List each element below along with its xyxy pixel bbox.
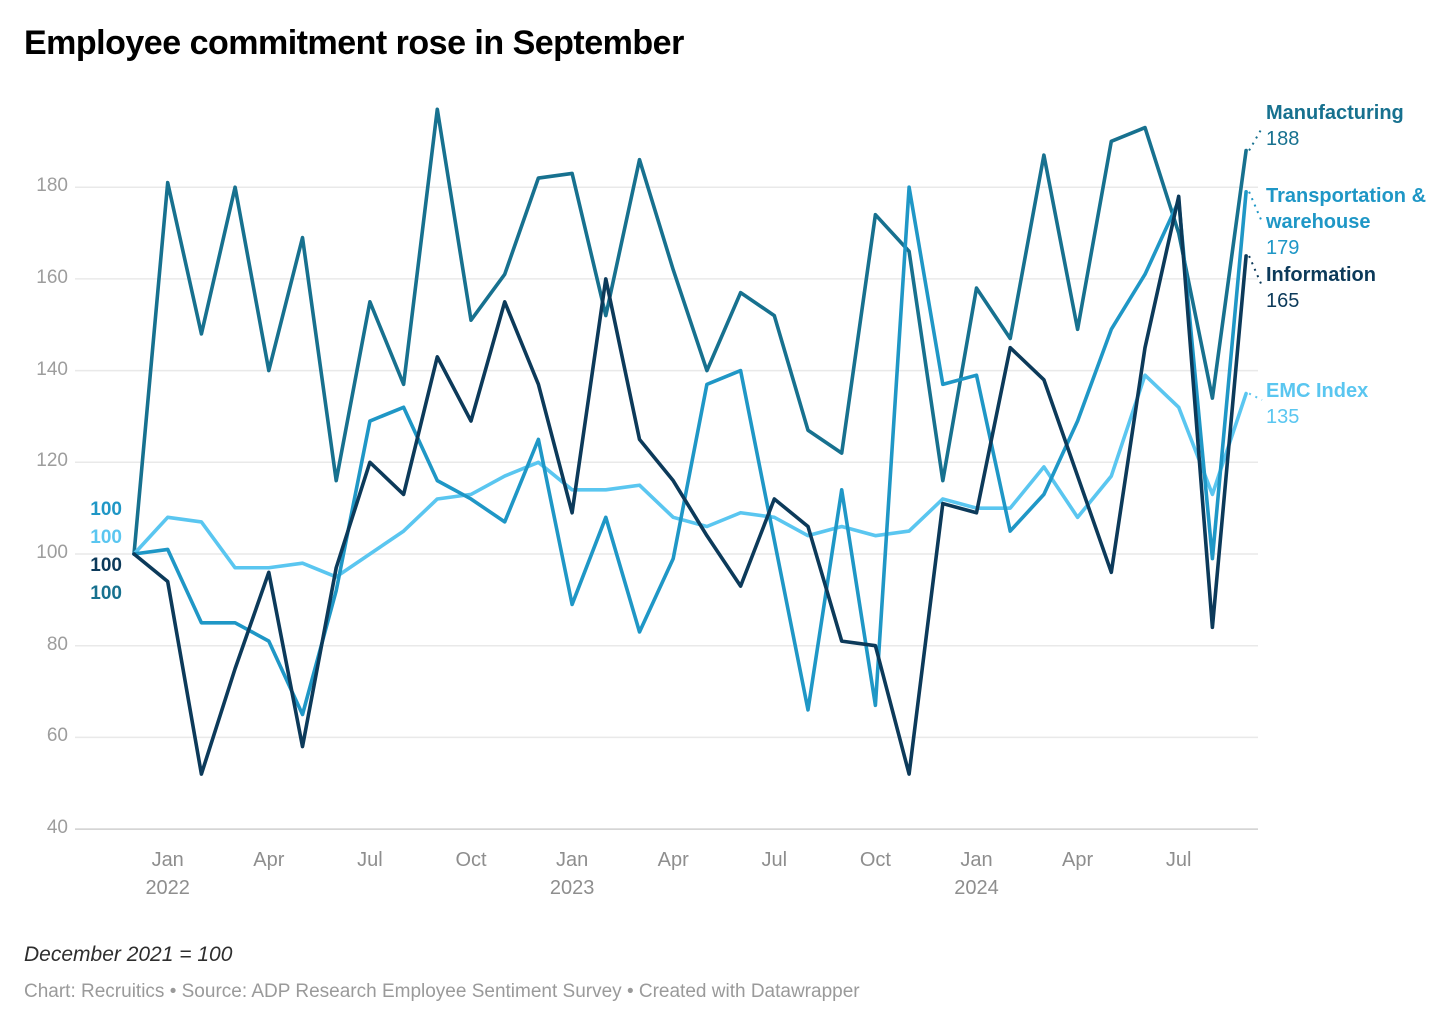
x-axis-label-jan2022: Jan 2022 (123, 846, 213, 902)
y-axis-label-100: 100 (36, 542, 68, 563)
chart-line-transportation-warehouse[interactable] (132, 185, 1248, 717)
series-name: Transportation & warehouse (1266, 185, 1427, 233)
x-axis-label-jul: Jul (729, 846, 819, 874)
series-label-transportation-warehouse: Transportation & warehouse 179 (1266, 183, 1448, 261)
x-axis-label-apr: Apr (1033, 846, 1123, 874)
x-axis-label-jan2023: Jan 2023 (527, 846, 617, 902)
series-end-value: 188 (1266, 128, 1300, 150)
x-axis-label-oct: Oct (830, 846, 920, 874)
chart-byline: Chart: Recruitics • Source: ADP Research… (24, 981, 860, 1002)
x-axis-label-apr: Apr (224, 846, 314, 874)
start-value-label-0: 100 (90, 499, 122, 520)
y-axis-label-140: 140 (36, 358, 68, 380)
y-axis-label-120: 120 (36, 450, 68, 472)
series-name: Manufacturing (1266, 102, 1404, 124)
label-connector-information (1248, 255, 1263, 287)
x-tick-year: 2023 (549, 877, 595, 899)
series-name: EMC Index (1266, 380, 1369, 402)
x-axis-label-jul: Jul (1134, 846, 1224, 874)
start-value-label-2: 100 (90, 555, 122, 576)
chart-line-information[interactable] (132, 194, 1248, 776)
x-tick-month: Jul (357, 849, 383, 871)
y-axis-label-180: 180 (36, 175, 68, 197)
x-tick-month: Jan (151, 849, 184, 871)
label-connector-transportation-warehouse (1248, 191, 1263, 223)
x-tick-month: Jul (761, 849, 788, 871)
series-label-manufacturing: Manufacturing 188 (1266, 100, 1448, 152)
series-label-information: Information 165 (1266, 262, 1448, 314)
series-label-emc-index: EMC Index 135 (1266, 378, 1448, 430)
x-axis-label-oct: Oct (426, 846, 516, 874)
x-tick-year: 2024 (954, 877, 999, 899)
chart-line-emc-index[interactable] (132, 373, 1248, 579)
x-axis-label-jan2024: Jan 2024 (932, 846, 1022, 902)
label-connector-manufacturing (1248, 127, 1263, 152)
x-tick-month: Jan (555, 849, 589, 871)
x-tick-month: Jan (960, 849, 993, 871)
y-axis-label-160: 160 (36, 266, 68, 288)
x-tick-month: Oct (859, 849, 891, 871)
x-tick-month: Apr (657, 849, 689, 871)
chart-title: Employee commitment rose in September (24, 24, 684, 62)
y-axis-label-60: 60 (46, 725, 68, 747)
series-end-value: 179 (1266, 237, 1300, 259)
series-end-value: 165 (1266, 290, 1300, 312)
x-tick-month: Oct (455, 849, 487, 871)
y-axis-label-80: 80 (46, 633, 68, 655)
label-connector-emc-index (1248, 392, 1263, 401)
x-axis-label-apr: Apr (628, 846, 718, 874)
series-end-value: 135 (1266, 406, 1300, 428)
start-value-label-1: 100 (90, 527, 122, 548)
x-tick-month: Apr (1062, 849, 1094, 871)
x-tick-year: 2022 (145, 877, 190, 899)
series-name: Information (1266, 264, 1376, 286)
chart-note: December 2021 = 100 (24, 943, 233, 966)
y-axis-label-40: 40 (46, 817, 68, 839)
x-axis-label-jul: Jul (325, 846, 415, 874)
start-value-label-3: 100 (90, 583, 122, 604)
chart-line-manufacturing[interactable] (132, 107, 1248, 556)
x-tick-month: Apr (253, 849, 285, 871)
x-tick-month: Jul (1165, 849, 1192, 871)
